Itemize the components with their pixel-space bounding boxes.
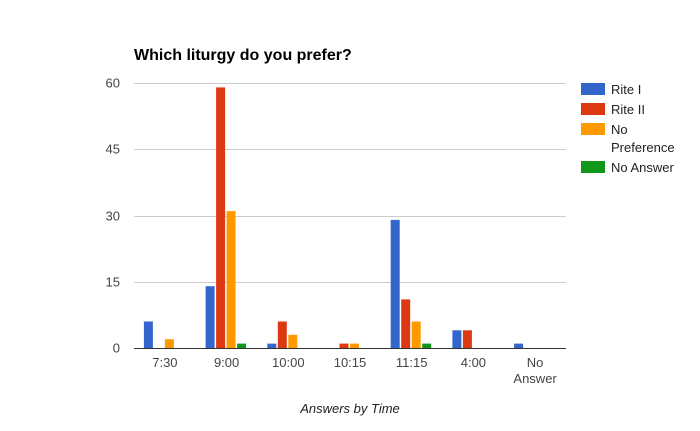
bar <box>288 334 298 349</box>
x-tick-label: 11:15 <box>396 355 428 370</box>
legend-swatch <box>581 123 605 135</box>
bar <box>390 219 400 348</box>
chart-title: Which liturgy do you prefer? <box>134 47 352 64</box>
bar <box>237 343 247 348</box>
x-tick-label: 7:30 <box>152 355 177 370</box>
bar <box>205 286 215 348</box>
y-tick-label: 0 <box>113 341 120 356</box>
x-tick-label: No Answer <box>513 355 557 386</box>
bar <box>216 87 226 349</box>
bar <box>267 343 277 348</box>
y-tick-label: 45 <box>106 142 120 157</box>
x-tick-label: 10:15 <box>334 355 367 370</box>
bar <box>462 330 472 348</box>
bar <box>277 321 287 348</box>
x-axis-ticks: 7:30 9:00 10:00 10:15 11:15 4:00 No Answer <box>152 355 557 386</box>
bar <box>452 330 462 348</box>
bar <box>143 321 153 348</box>
legend-label: No Preference <box>611 122 675 155</box>
bars <box>143 87 524 349</box>
legend-label: Rite II <box>611 102 645 117</box>
bar <box>401 299 411 348</box>
y-tick-label: 15 <box>106 275 120 290</box>
x-tick-label: 10:00 <box>272 355 305 370</box>
bar <box>350 343 359 348</box>
bar <box>164 339 174 348</box>
legend-swatch <box>581 161 605 173</box>
x-tick-label: 9:00 <box>214 355 239 370</box>
legend-swatch <box>581 83 605 95</box>
x-tick-label: 4:00 <box>461 355 486 370</box>
x-axis-title: Answers by Time <box>299 401 400 416</box>
bar <box>339 343 349 348</box>
bar <box>422 343 432 348</box>
bar <box>411 321 421 348</box>
legend: Rite I Rite II No Preference No Answer <box>581 82 675 175</box>
legend-swatch <box>581 103 605 115</box>
gridlines <box>134 83 566 283</box>
y-tick-label: 30 <box>106 209 120 224</box>
legend-label: No Answer <box>611 160 675 175</box>
bar <box>514 343 524 348</box>
y-axis-ticks: 0 15 30 45 60 <box>106 76 120 356</box>
y-tick-label: 60 <box>106 76 120 91</box>
bar <box>226 211 236 348</box>
legend-label: Rite I <box>611 82 641 97</box>
